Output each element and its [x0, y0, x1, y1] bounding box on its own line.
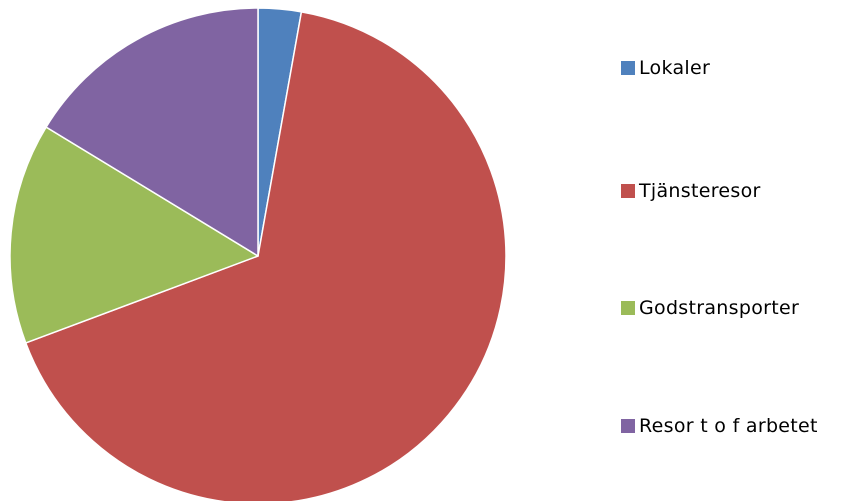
legend-swatch-resor [621, 419, 635, 433]
pie-slices [9, 7, 507, 501]
pie-slice-tj-nsteresor [24, 11, 507, 501]
legend-item-resor: Resor t o f arbetet [621, 412, 818, 440]
legend-swatch-godstransporter [621, 301, 635, 315]
pie-slice-godstransporter [9, 126, 259, 344]
legend-item-godstransporter: Godstransporter [621, 294, 799, 322]
pie-slice-resor-t-o-f-arbetet [45, 7, 259, 257]
legend-item-tjansteresor: Tjänsteresor [621, 177, 761, 205]
legend-label-lokaler: Lokaler [639, 57, 711, 79]
legend-swatch-tjansteresor [621, 184, 635, 198]
legend-item-lokaler: Lokaler [621, 54, 710, 82]
legend-swatch-lokaler [621, 61, 635, 75]
legend-label-resor: Resor t o f arbetet [639, 415, 818, 437]
legend-label-tjansteresor: Tjänsteresor [639, 180, 761, 202]
legend-label-godstransporter: Godstransporter [639, 297, 800, 319]
